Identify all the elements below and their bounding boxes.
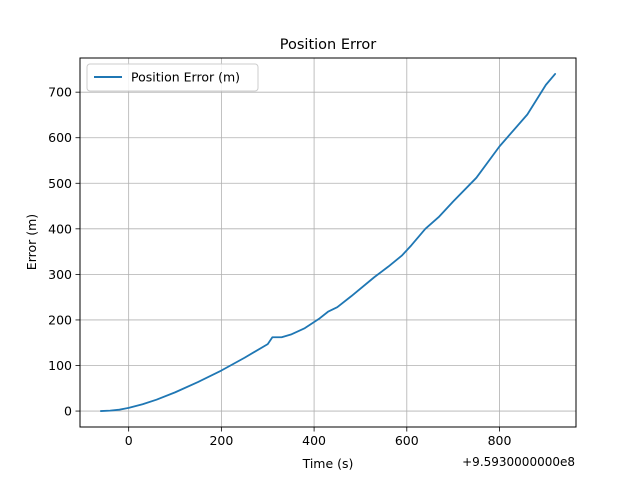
legend: Position Error (m) bbox=[86, 63, 259, 92]
legend-box bbox=[86, 63, 259, 92]
y-tick-label: 0 bbox=[64, 404, 72, 419]
y-tick-label: 500 bbox=[48, 176, 72, 191]
legend-label: Position Error (m) bbox=[131, 70, 240, 85]
x-tick-label: 200 bbox=[209, 433, 233, 448]
x-tick-label: 800 bbox=[488, 433, 512, 448]
chart-title: Position Error bbox=[280, 37, 376, 53]
x-axis-label: Time (s) bbox=[302, 456, 354, 471]
y-tick-label: 600 bbox=[48, 130, 72, 145]
x-tick-label: 600 bbox=[395, 433, 419, 448]
y-axis-label: Error (m) bbox=[24, 214, 39, 270]
plot-frame bbox=[79, 57, 577, 428]
y-tick-label: 400 bbox=[48, 221, 72, 236]
y-tick-label: 700 bbox=[48, 85, 72, 100]
y-tick-label: 300 bbox=[48, 267, 72, 282]
y-tick-label: 200 bbox=[48, 312, 72, 327]
series-line-position-error bbox=[99, 73, 557, 412]
x-axis-offset-label: +9.5930000000e8 bbox=[462, 455, 575, 469]
x-axis-ticks: 0 200 400 600 800 bbox=[125, 427, 512, 448]
y-axis-ticks: 0 100 200 300 400 500 600 700 bbox=[48, 85, 80, 419]
series-layer bbox=[99, 73, 557, 412]
x-tick-label: 400 bbox=[302, 433, 326, 448]
x-tick-label: 0 bbox=[125, 433, 133, 448]
y-tick-label: 100 bbox=[48, 358, 72, 373]
grid bbox=[80, 58, 576, 427]
